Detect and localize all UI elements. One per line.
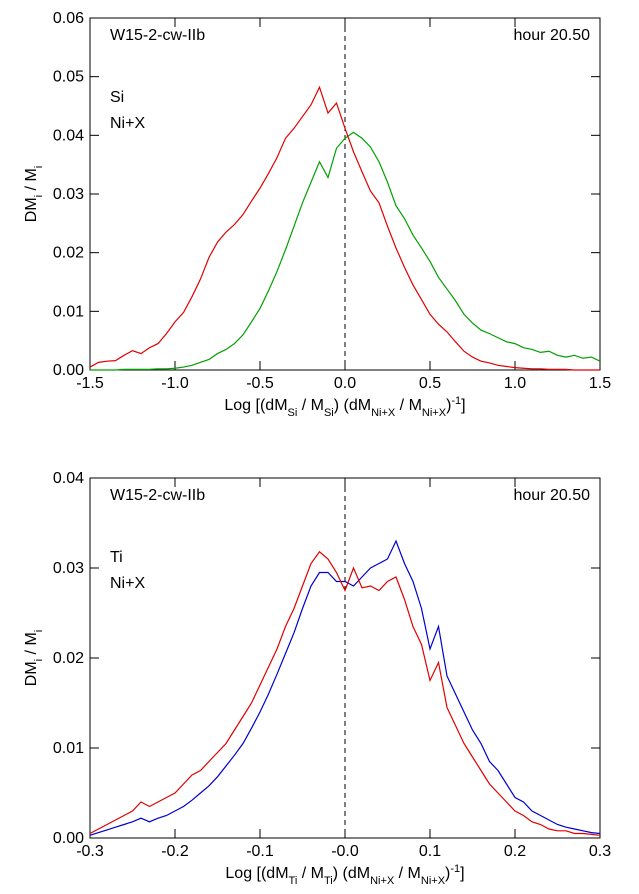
x-axis-label: Log [(dMSi / MSi) (dMNi+X / MNi+X)-1] xyxy=(224,395,465,419)
label-part: ) (dM xyxy=(333,865,370,882)
label-part: Ni+X xyxy=(422,407,447,419)
x-tick-label: 0.1 xyxy=(419,843,441,860)
y-tick-label: 0.02 xyxy=(53,245,84,262)
label-part: i xyxy=(33,659,45,661)
label-part: i xyxy=(33,630,45,632)
annotation: W15-2-cw-IIb xyxy=(110,27,205,44)
data-line xyxy=(89,550,601,836)
label-part: / M xyxy=(297,865,324,882)
x-tick-label: -0.5 xyxy=(246,375,274,392)
x-tick-label: -0.0 xyxy=(331,843,359,860)
label-part: / M xyxy=(297,397,324,414)
label-part: / M xyxy=(23,168,40,195)
x-tick-label: -0.1 xyxy=(246,843,274,860)
label-part: Log [(dM xyxy=(225,865,288,882)
label-part: DM xyxy=(23,197,40,222)
label-part: Log [(dM xyxy=(224,397,287,414)
x-tick-label: 0.0 xyxy=(334,375,356,392)
label-part: ) xyxy=(445,865,450,882)
x-tick-label: 0.5 xyxy=(419,375,441,392)
annotation: hour 20.50 xyxy=(513,27,590,44)
y-tick-label: 0.00 xyxy=(53,362,84,379)
annotation: W15-2-cw-IIb xyxy=(110,487,205,504)
label-part: -1 xyxy=(450,863,460,875)
y-axis-label: DMi / Mi xyxy=(23,630,45,686)
x-tick-label: -1.0 xyxy=(161,375,189,392)
label-part: Si xyxy=(288,407,298,419)
label-part: ] xyxy=(461,397,465,414)
annotation: hour 20.50 xyxy=(513,487,590,504)
y-tick-label: 0.06 xyxy=(53,10,84,27)
label-part: ) xyxy=(446,397,451,414)
data-line xyxy=(90,131,601,371)
label-part: Ni+X xyxy=(371,407,396,419)
y-tick-label: 0.01 xyxy=(53,740,84,757)
x-tick-label: 1.5 xyxy=(589,375,611,392)
y-axis-label: DMi / Mi xyxy=(23,166,45,222)
y-tick-label: 0.00 xyxy=(53,830,84,847)
label-part: Ni+X xyxy=(421,875,446,887)
y-tick-label: 0.04 xyxy=(53,470,84,487)
legend-entry: Ni+X xyxy=(110,575,145,592)
y-tick-label: 0.01 xyxy=(53,303,84,320)
x-tick-label: -0.3 xyxy=(76,843,104,860)
legend-entry: Ni+X xyxy=(110,115,145,132)
label-part: i xyxy=(33,195,45,197)
data-line xyxy=(89,85,600,371)
x-tick-label: 0.3 xyxy=(589,843,611,860)
y-tick-label: 0.03 xyxy=(53,186,84,203)
label-part: Ti xyxy=(324,875,333,887)
label-part: ] xyxy=(460,865,464,882)
x-tick-label: -1.5 xyxy=(76,375,104,392)
label-part: i xyxy=(33,166,45,168)
x-tick-label: 0.2 xyxy=(504,843,526,860)
label-part: -1 xyxy=(451,395,461,407)
label-part: / M xyxy=(394,865,421,882)
data-line xyxy=(89,539,601,836)
label-part: Ni+X xyxy=(370,875,395,887)
y-tick-label: 0.02 xyxy=(53,650,84,667)
legend-entry: Si xyxy=(110,89,124,106)
legend-entry: Ti xyxy=(110,549,123,566)
label-part: Ti xyxy=(289,875,298,887)
y-tick-label: 0.03 xyxy=(53,560,84,577)
x-tick-label: -0.2 xyxy=(161,843,189,860)
label-part: ) (dM xyxy=(334,397,371,414)
label-part: Si xyxy=(324,407,334,419)
x-tick-label: 1.0 xyxy=(504,375,526,392)
y-tick-label: 0.04 xyxy=(53,127,84,144)
label-part: / M xyxy=(395,397,422,414)
y-tick-label: 0.05 xyxy=(53,69,84,86)
x-axis-label: Log [(dMTi / MTi) (dMNi+X / MNi+X)-1] xyxy=(225,863,464,887)
label-part: / M xyxy=(23,632,40,659)
label-part: DM xyxy=(23,661,40,686)
